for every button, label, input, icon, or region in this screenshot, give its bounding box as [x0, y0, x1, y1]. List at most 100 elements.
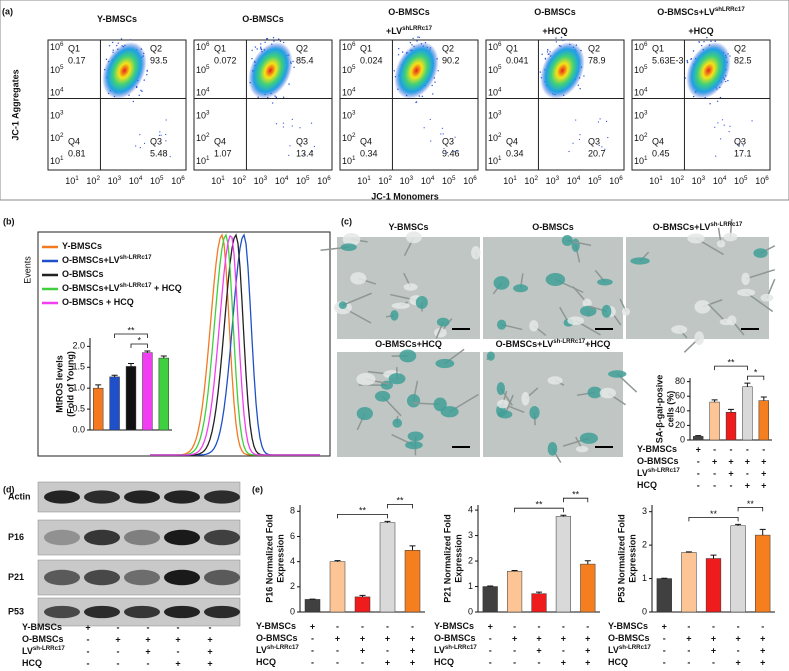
condition-label: HCQ — [434, 657, 454, 667]
text-part: O-BMSCs — [534, 7, 576, 17]
y-axis-label: SA-β-gal-posive — [654, 375, 664, 444]
condition-sign: + — [145, 634, 150, 644]
event-dot — [165, 119, 167, 121]
tick-exponent: 5 — [60, 64, 64, 71]
condition-sign: - — [697, 468, 700, 478]
condition-label: HCQ — [22, 658, 42, 668]
event-dot — [686, 60, 689, 62]
event-dot — [742, 145, 745, 147]
event-dot — [409, 41, 412, 44]
bar — [555, 516, 571, 613]
y-tick-label: 103 — [342, 110, 356, 121]
tick-base: 10 — [713, 176, 723, 186]
density-cloud — [686, 42, 731, 99]
density-cloud — [248, 42, 293, 99]
condition-label: HCQ — [637, 480, 657, 490]
condition-sign: + — [175, 634, 180, 644]
panel-a-frame — [0, 0, 789, 201]
event-dot — [135, 145, 137, 147]
quadrant-value: 0.041 — [506, 55, 529, 65]
error-bar — [695, 435, 702, 437]
event-dot — [575, 119, 577, 121]
event-dot — [728, 130, 730, 133]
event-dot — [692, 50, 695, 52]
condition-sign: - — [386, 645, 389, 655]
plot-title: Y-BMSCs — [97, 14, 137, 24]
text-part: Y-BMSCs — [22, 622, 62, 632]
x-tick-label: 101 — [65, 175, 79, 186]
y-tick-label: 1.5 — [72, 362, 85, 372]
event-dot — [415, 101, 417, 104]
tick-exponent: 4 — [352, 87, 356, 94]
blot-band — [44, 490, 80, 504]
condition-sign: + — [761, 480, 766, 490]
event-dot — [393, 70, 395, 72]
bar — [758, 400, 769, 441]
tick-exponent: 1 — [367, 175, 371, 182]
cell — [621, 307, 631, 316]
plot-title: O-BMSCs+LVshLRRc17 — [657, 6, 745, 17]
event-dot — [139, 147, 141, 149]
quadrant-name: Q1 — [652, 43, 664, 53]
event-dot — [251, 57, 253, 60]
y-axis-label: P53 Normalized Fold — [616, 514, 626, 603]
x-tick-label: 105 — [734, 175, 748, 186]
event-dot — [698, 41, 700, 43]
tick-exponent: 4 — [285, 175, 289, 182]
quadrant-value: 9.46 — [442, 148, 460, 158]
condition-sign: - — [713, 444, 716, 454]
event-dot — [111, 41, 114, 44]
y-tick-label: 106 — [50, 41, 64, 52]
blot-band — [204, 490, 240, 504]
bar — [742, 386, 753, 441]
superscript: shLRRc17 — [402, 25, 432, 32]
event-dot — [272, 37, 275, 39]
tick-exponent: 1 — [221, 175, 225, 182]
tick-base: 10 — [50, 134, 60, 144]
condition-sign: - — [761, 621, 764, 631]
y-tick-label: 102 — [50, 132, 64, 143]
event-dot — [159, 131, 161, 133]
x-tick-label: 105 — [150, 175, 164, 186]
event-dot — [138, 94, 140, 97]
tick-base: 10 — [196, 42, 206, 52]
event-dot — [690, 58, 693, 60]
condition-sign: + — [585, 633, 590, 643]
y-tick-label: 0 — [642, 606, 647, 616]
event-dot — [751, 120, 753, 122]
quadrant-name: Q3 — [296, 136, 308, 146]
condition-sign: + — [728, 468, 733, 478]
tick-base: 10 — [442, 176, 452, 186]
y-axis-label: P21 Normalized Fold — [442, 514, 452, 603]
condition-sign: - — [336, 645, 339, 655]
condition-label: Y-BMSCs — [637, 444, 677, 454]
event-dot — [442, 133, 444, 135]
cell — [694, 331, 705, 346]
x-axis-label: JC-1 Monomers — [371, 191, 439, 201]
plot-title: +HCQ — [542, 26, 567, 36]
event-dot — [717, 122, 719, 124]
event-dot — [605, 120, 608, 123]
condition-sign: - — [311, 645, 314, 655]
superscript: sh-LRRc17 — [553, 338, 586, 345]
tick-exponent: 2 — [498, 132, 502, 139]
superscript: sh-LRRc17 — [33, 645, 66, 652]
condition-sign: - — [117, 658, 120, 668]
event-dot — [411, 44, 413, 46]
error-bar — [511, 569, 518, 572]
text-part: LV — [22, 646, 33, 656]
condition-label: O-BMSCs — [256, 633, 298, 643]
condition-sign: + — [335, 633, 340, 643]
error-bar — [128, 363, 134, 367]
event-dot — [597, 121, 600, 123]
cell — [493, 276, 510, 290]
tick-base: 10 — [342, 111, 352, 121]
y-tick-label: 8 — [290, 506, 295, 516]
text-part: Y-BMSCs — [62, 241, 102, 251]
event-dot — [412, 37, 414, 40]
event-dot — [444, 150, 447, 152]
event-dot — [423, 127, 425, 129]
tick-exponent: 1 — [498, 155, 502, 162]
condition-sign: - — [737, 645, 740, 655]
event-dot — [146, 70, 148, 72]
